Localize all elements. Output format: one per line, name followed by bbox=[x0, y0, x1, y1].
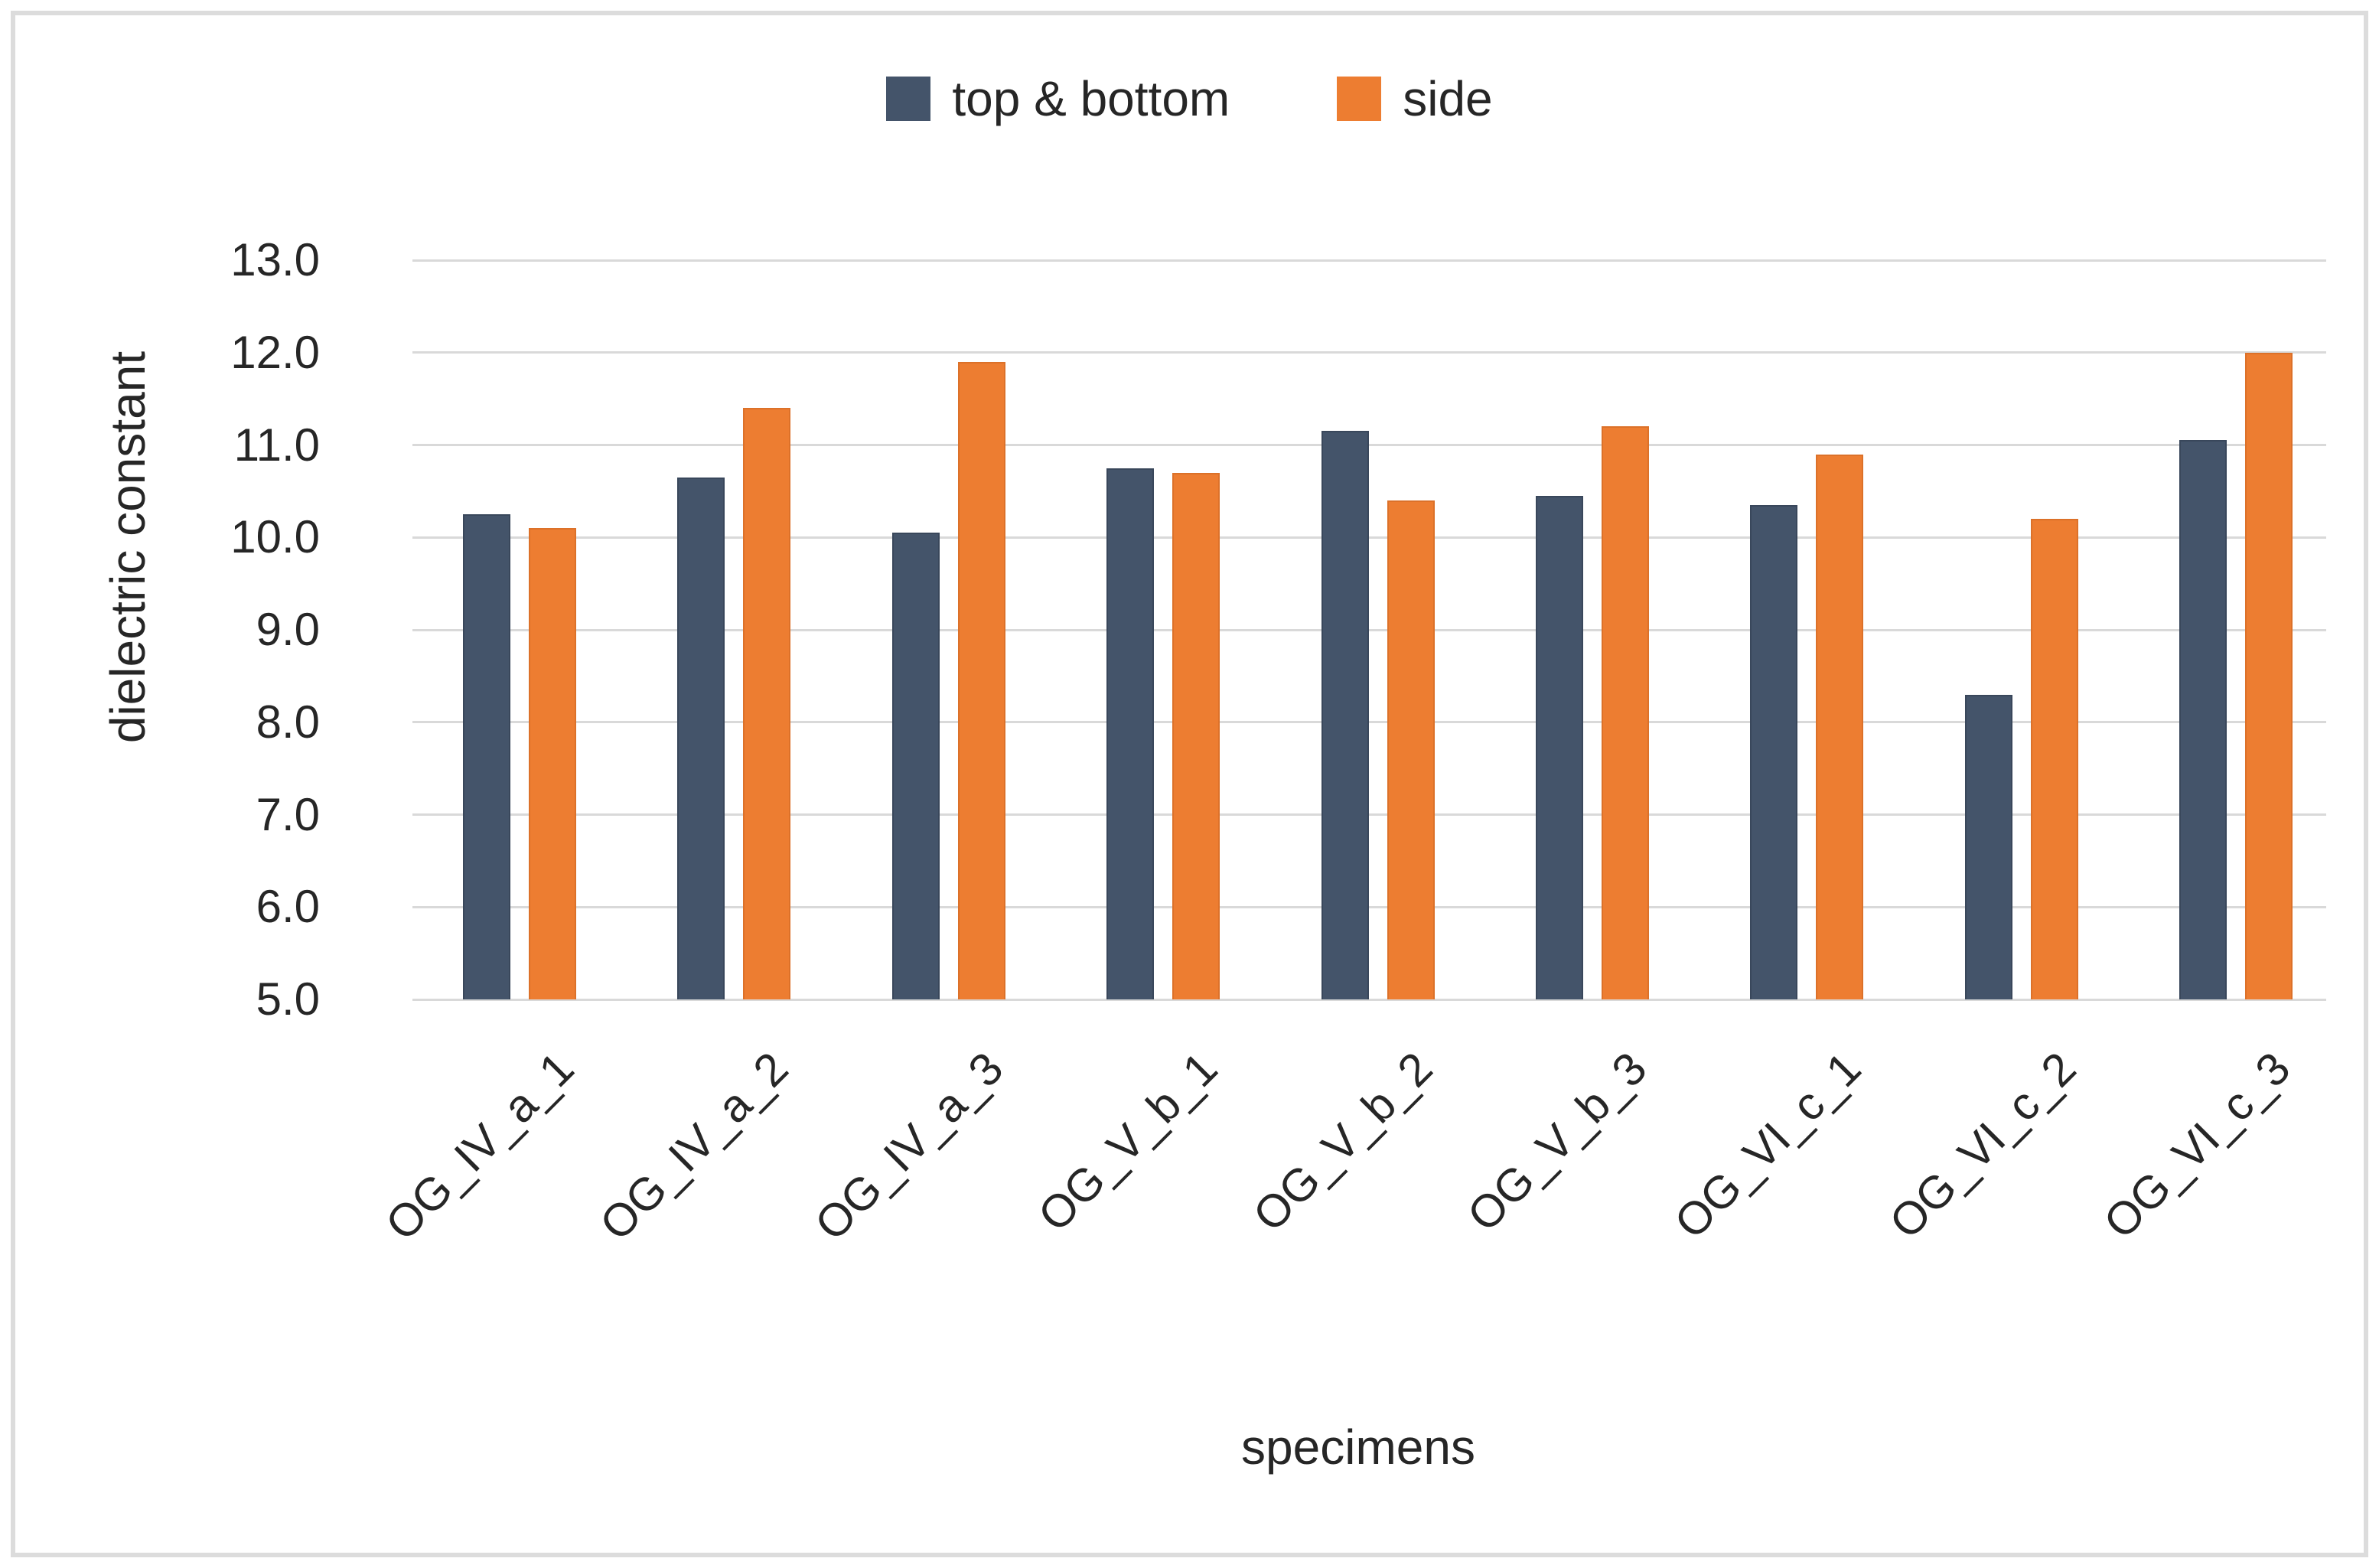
bar-top-bottom-OG_V_b_1 bbox=[1106, 468, 1155, 999]
bar-side-OG_IV_a_3 bbox=[957, 361, 1005, 999]
bar-top-bottom-OG_IV_a_2 bbox=[677, 477, 725, 999]
y-tick-label: 11.0 bbox=[233, 419, 320, 471]
gridline bbox=[412, 259, 2326, 262]
x-category-label: OG_IV_a_3 bbox=[804, 1042, 1013, 1250]
y-tick-label: 5.0 bbox=[256, 973, 320, 1025]
bar-top-bottom-OG_IV_a_1 bbox=[463, 514, 510, 999]
y-tick-label: 9.0 bbox=[256, 604, 320, 655]
bar-side-OG_IV_a_2 bbox=[743, 408, 791, 999]
legend: top & bottom side bbox=[0, 73, 2379, 124]
y-tick-label: 7.0 bbox=[256, 788, 320, 840]
y-tick-label: 13.0 bbox=[230, 234, 320, 285]
gridline bbox=[412, 536, 2326, 539]
gridline bbox=[412, 351, 2326, 354]
legend-item-top-bottom: top & bottom bbox=[886, 73, 1230, 124]
legend-swatch-side bbox=[1337, 77, 1382, 121]
bar-side-OG_V_b_1 bbox=[1172, 472, 1220, 999]
bar-side-OG_VI_c_1 bbox=[1816, 454, 1864, 999]
legend-label-top-bottom: top & bottom bbox=[952, 71, 1230, 126]
bar-top-bottom-OG_V_b_2 bbox=[1321, 431, 1369, 999]
gridline bbox=[412, 905, 2326, 908]
bar-top-bottom-OG_IV_a_3 bbox=[891, 533, 940, 999]
x-category-label: OG_V_b_2 bbox=[1243, 1042, 1442, 1241]
x-category-label: OG_IV_a_1 bbox=[376, 1042, 584, 1250]
x-axis-title: specimens bbox=[1241, 1420, 1475, 1475]
y-tick-label: 8.0 bbox=[256, 696, 320, 748]
bar-side-OG_VI_c_2 bbox=[2030, 519, 2078, 999]
gridline bbox=[412, 998, 2326, 1001]
legend-swatch-top-bottom bbox=[886, 77, 931, 121]
x-category-label: OG_VI_c_2 bbox=[1879, 1042, 2086, 1249]
legend-item-side: side bbox=[1337, 71, 1493, 126]
bar-top-bottom-OG_VI_c_2 bbox=[1964, 694, 2012, 999]
y-tick-label: 10.0 bbox=[230, 511, 320, 563]
gridline bbox=[412, 813, 2326, 816]
x-category-label: OG_V_b_3 bbox=[1457, 1042, 1657, 1241]
x-category-label: OG_IV_a_2 bbox=[590, 1042, 798, 1250]
bar-side-OG_V_b_3 bbox=[1602, 426, 1649, 999]
gridline bbox=[412, 721, 2326, 724]
bar-top-bottom-OG_VI_c_1 bbox=[1750, 504, 1798, 999]
y-tick-label: 12.0 bbox=[230, 326, 320, 378]
x-category-label: OG_VI_c_3 bbox=[2094, 1042, 2300, 1249]
x-category-label: OG_V_b_1 bbox=[1028, 1042, 1227, 1241]
bar-side-OG_IV_a_1 bbox=[529, 528, 576, 999]
bar-top-bottom-OG_VI_c_3 bbox=[2179, 440, 2227, 999]
bar-side-OG_V_b_2 bbox=[1387, 500, 1435, 999]
bar-top-bottom-OG_V_b_3 bbox=[1536, 495, 1583, 999]
bar-side-OG_VI_c_3 bbox=[2245, 352, 2293, 999]
legend-label-side: side bbox=[1403, 71, 1493, 126]
x-category-label: OG_VI_c_1 bbox=[1664, 1042, 1871, 1249]
y-tick-label: 6.0 bbox=[256, 881, 320, 933]
gridline bbox=[412, 628, 2326, 631]
gridline bbox=[412, 444, 2326, 446]
